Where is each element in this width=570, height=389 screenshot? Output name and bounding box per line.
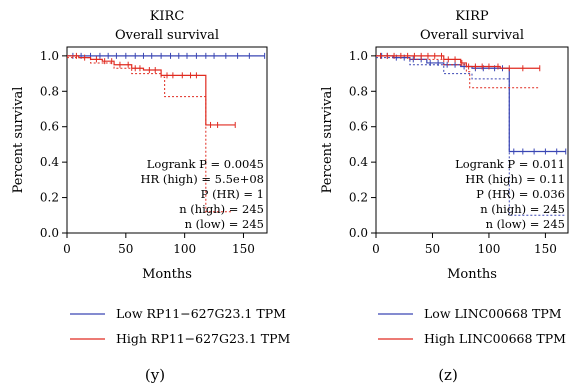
y-tick-label: 1.0 [40,49,59,63]
stat-PHR: P (HR) = 0.036 [476,187,565,201]
panel-label-z: (z) [438,366,458,384]
stat-PHR: P (HR) = 1 [201,187,264,201]
stat-nlow: n (low) = 245 [486,217,565,231]
panel-label-y: (y) [145,366,165,384]
x-tick-label: 100 [477,242,500,256]
x-tick-label: 150 [232,242,255,256]
stat-nhigh: n (high) = 245 [179,202,264,216]
survival-line [376,55,540,69]
y-tick-label: 0.8 [349,84,368,98]
x-tick-label: 150 [534,242,557,256]
legend-label: High RP11−627G23.1 TPM [116,331,291,346]
legend-label: High LINC00668 TPM [424,331,566,346]
x-tick-label: 0 [63,242,71,256]
x-axis-label: Months [447,267,497,282]
stat-nlow: n (low) = 245 [185,217,264,231]
chart-title: KIRP [455,9,489,24]
y-tick-label: 0.2 [40,191,59,205]
x-tick-label: 100 [173,242,196,256]
y-tick-label: 0.4 [40,155,59,169]
x-axis-label: Months [142,267,192,282]
plot-frame [66,46,268,234]
series-1 [67,52,236,213]
chart-title: KIRC [150,9,185,24]
legend-label: Low LINC00668 TPM [424,306,562,321]
stat-Logrank: Logrank P = 0.0045 [147,157,264,171]
stat-nhigh: n (high) = 245 [480,202,565,216]
ci-lower-line [376,57,566,216]
panel-kirp: KIRP Overall survival 0.0 0.2 0.4 0.6 0.8 1.0 0 5… [320,9,569,346]
y-tick-label: 0.6 [349,120,368,134]
y-tick-label: 1.0 [349,49,368,63]
stat-HR: HR (high) = 5.5e+08 [141,172,264,186]
y-tick-label: 0.2 [349,191,368,205]
survival-line [67,55,236,126]
series-0 [67,52,266,59]
ci-lower-line [376,55,540,89]
y-tick-label: 0.4 [349,155,368,169]
survival-line [376,55,566,153]
legend-label: Low RP11−627G23.1 TPM [116,306,286,321]
x-tick-label: 50 [118,242,133,256]
y-tick-label: 0.6 [40,120,59,134]
stat-Logrank: Logrank P = 0.011 [455,157,565,171]
y-axis-label: Percent survival [11,87,26,194]
stat-HR: HR (high) = 0.11 [465,172,565,186]
y-tick-label: 0.0 [349,226,368,240]
series-1 [376,52,541,89]
chart-subtitle: Overall survival [115,28,219,43]
y-tick-label: 0.0 [40,226,59,240]
panel-kirc: KIRC Overall survival 0.0 0.2 0.4 0.6 0.8 1.0 0 5… [11,9,291,346]
chart-subtitle: Overall survival [420,28,524,43]
x-tick-label: 0 [372,242,380,256]
plot-frame [375,46,569,234]
y-tick-label: 0.8 [40,84,59,98]
ci-lower-line [67,57,232,213]
y-axis-label: Percent survival [320,87,335,194]
x-tick-label: 50 [425,242,440,256]
